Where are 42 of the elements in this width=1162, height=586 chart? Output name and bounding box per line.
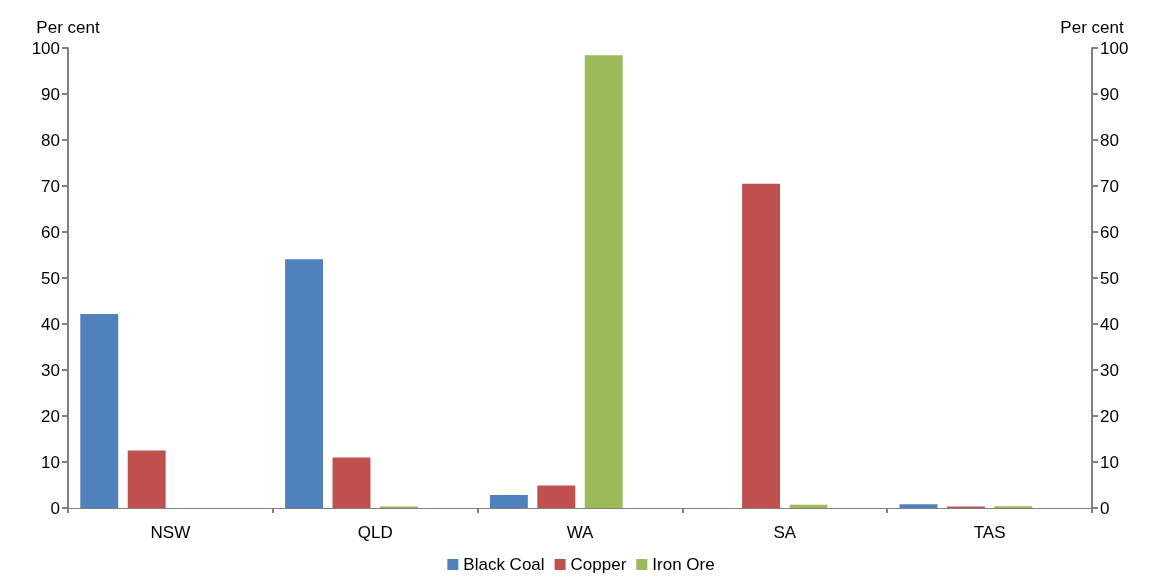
y-tick-label: 70: [41, 176, 60, 196]
x-tick-label: QLD: [357, 523, 393, 542]
y-tick-label: 60: [41, 222, 60, 242]
legend-label: Iron Ore: [652, 555, 715, 574]
y2-tick-label: 80: [1100, 130, 1119, 150]
legend-label: Black Coal: [463, 555, 545, 574]
y2-tick-label: 0: [1100, 498, 1110, 518]
y-tick-label: 40: [41, 314, 60, 334]
y-tick-label: 30: [41, 360, 60, 380]
y-tick-label: 90: [41, 84, 60, 104]
y2-tick-label: 30: [1100, 360, 1119, 380]
x-tick-label: NSW: [150, 523, 191, 542]
y2-tick-label: 20: [1100, 406, 1119, 426]
bar: [489, 495, 528, 508]
y2-tick-label: 40: [1100, 314, 1119, 334]
bar: [742, 183, 781, 508]
y-tick-label: 80: [41, 130, 60, 150]
legend-label: Copper: [570, 555, 627, 574]
y-tick-label: 10: [41, 452, 60, 472]
y2-tick-label: 50: [1100, 268, 1119, 288]
bar: [127, 450, 166, 508]
bar: [285, 259, 324, 508]
y2-tick-label: 70: [1100, 176, 1119, 196]
y2-tick-label: 90: [1100, 84, 1119, 104]
y-axis-title: Per cent: [36, 18, 100, 37]
y-tick-label: 20: [41, 406, 60, 426]
y2-tick-label: 100: [1100, 38, 1129, 58]
y-tick-label: 100: [31, 38, 60, 58]
bar: [332, 457, 371, 508]
bar: [584, 55, 623, 508]
y-tick-label: 50: [41, 268, 60, 288]
y2-tick-label: 60: [1100, 222, 1119, 242]
y2-tick-label: 10: [1100, 452, 1119, 472]
y-tick-label: 0: [50, 498, 60, 518]
bar: [537, 485, 576, 508]
x-tick-label: TAS: [973, 523, 1006, 542]
x-tick-label: SA: [773, 523, 797, 542]
bar: [80, 313, 119, 508]
y2-axis-title: Per cent: [1060, 18, 1124, 37]
bar: [789, 504, 828, 508]
bar: [899, 504, 938, 508]
x-tick-label: WA: [566, 523, 595, 542]
